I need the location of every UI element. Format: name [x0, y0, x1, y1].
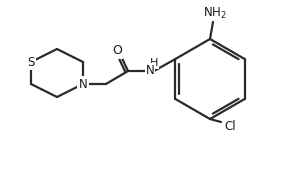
Text: H: H — [150, 58, 158, 68]
Text: N: N — [78, 78, 87, 90]
Text: Cl: Cl — [224, 119, 236, 132]
Text: N: N — [146, 64, 154, 76]
Text: O: O — [112, 45, 122, 57]
Text: NH$_2$: NH$_2$ — [203, 5, 227, 21]
Text: S: S — [27, 55, 35, 69]
